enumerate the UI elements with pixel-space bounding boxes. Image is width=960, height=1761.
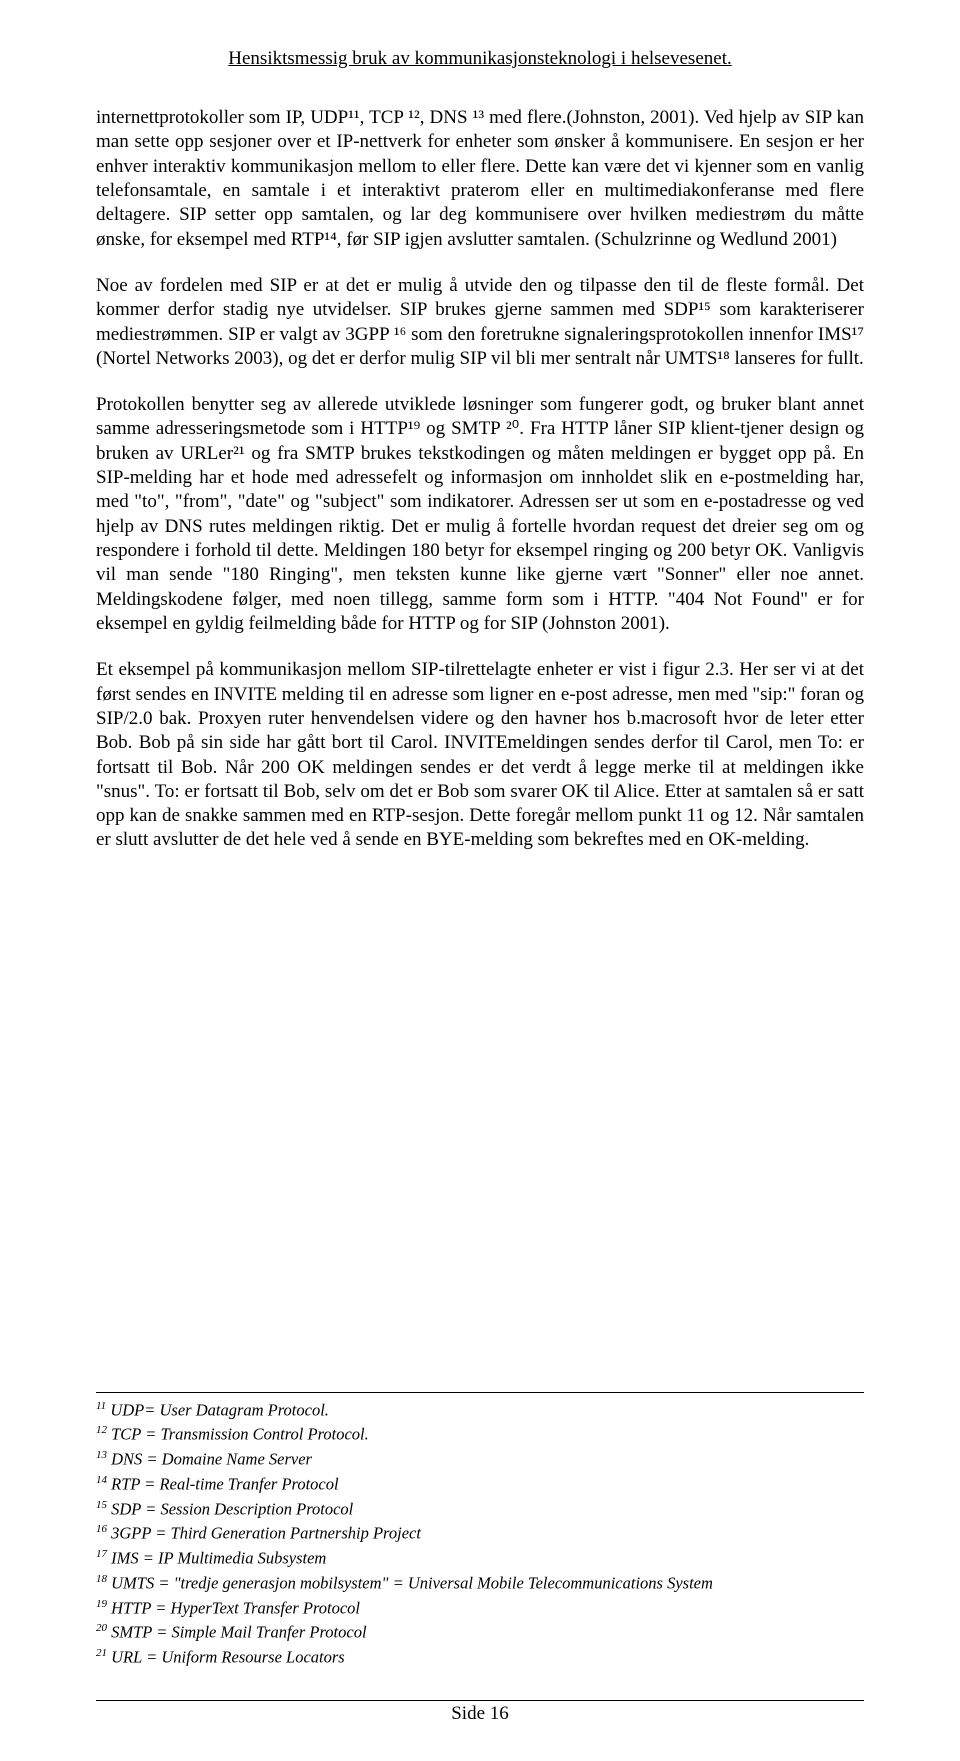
footnote-13: 13 DNS = Domaine Name Server [96, 1448, 864, 1471]
footnote-num: 20 [96, 1622, 107, 1634]
footnote-num: 11 [96, 1400, 106, 1412]
footnote-20: 20 SMTP = Simple Mail Tranfer Protocol [96, 1621, 864, 1644]
footnote-text: TCP = Transmission Control Protocol. [107, 1425, 369, 1444]
footnote-num: 14 [96, 1474, 107, 1486]
footnote-text: 3GPP = Third Generation Partnership Proj… [107, 1524, 421, 1543]
footnote-12: 12 TCP = Transmission Control Protocol. [96, 1423, 864, 1446]
document-page: Hensiktsmessig bruk av kommunikasjonstek… [0, 0, 960, 1761]
footnote-19: 19 HTTP = HyperText Transfer Protocol [96, 1597, 864, 1620]
header-title: Hensiktsmessig bruk av kommunikasjonstek… [228, 48, 731, 69]
footnote-num: 15 [96, 1499, 107, 1511]
footnote-17: 17 IMS = IP Multimedia Subsystem [96, 1547, 864, 1570]
page-footer: Side 16 [0, 1700, 960, 1725]
footnote-text: URL = Uniform Resourse Locators [107, 1648, 345, 1667]
footnote-num: 13 [96, 1449, 107, 1461]
footnote-text: RTP = Real-time Tranfer Protocol [107, 1474, 339, 1493]
footnote-num: 16 [96, 1523, 107, 1535]
footnote-num: 18 [96, 1573, 107, 1585]
footnote-11: 11 UDP= User Datagram Protocol. [96, 1399, 864, 1422]
footnote-text: UDP= User Datagram Protocol. [106, 1400, 329, 1419]
footnote-21: 21 URL = Uniform Resourse Locators [96, 1646, 864, 1669]
footnote-text: SMTP = Simple Mail Tranfer Protocol [107, 1623, 367, 1642]
footnote-text: UMTS = "tredje generasjon mobilsystem" =… [107, 1573, 713, 1592]
page-header: Hensiktsmessig bruk av kommunikasjonstek… [96, 48, 864, 70]
footnote-num: 12 [96, 1424, 107, 1436]
footnote-num: 19 [96, 1598, 107, 1610]
footnote-num: 17 [96, 1548, 107, 1560]
page-number: Side 16 [451, 1703, 509, 1724]
footnote-text: DNS = Domaine Name Server [107, 1450, 312, 1469]
paragraph-1: internettprotokoller som IP, UDP¹¹, TCP … [96, 106, 864, 252]
footnote-text: SDP = Session Description Protocol [107, 1499, 353, 1518]
footer-rule [96, 1700, 864, 1701]
footnote-16: 16 3GPP = Third Generation Partnership P… [96, 1522, 864, 1545]
footnote-text: HTTP = HyperText Transfer Protocol [107, 1598, 360, 1617]
paragraph-3: Protokollen benytter seg av allerede utv… [96, 393, 864, 636]
paragraph-4: Et eksempel på kommunikasjon mellom SIP-… [96, 658, 864, 853]
paragraph-2: Noe av fordelen med SIP er at det er mul… [96, 274, 864, 371]
footnote-14: 14 RTP = Real-time Tranfer Protocol [96, 1473, 864, 1496]
footnote-18: 18 UMTS = "tredje generasjon mobilsystem… [96, 1572, 864, 1595]
footnotes-block: 11 UDP= User Datagram Protocol. 12 TCP =… [96, 1392, 864, 1671]
footnote-num: 21 [96, 1647, 107, 1659]
footnote-15: 15 SDP = Session Description Protocol [96, 1498, 864, 1521]
footnote-text: IMS = IP Multimedia Subsystem [107, 1549, 326, 1568]
